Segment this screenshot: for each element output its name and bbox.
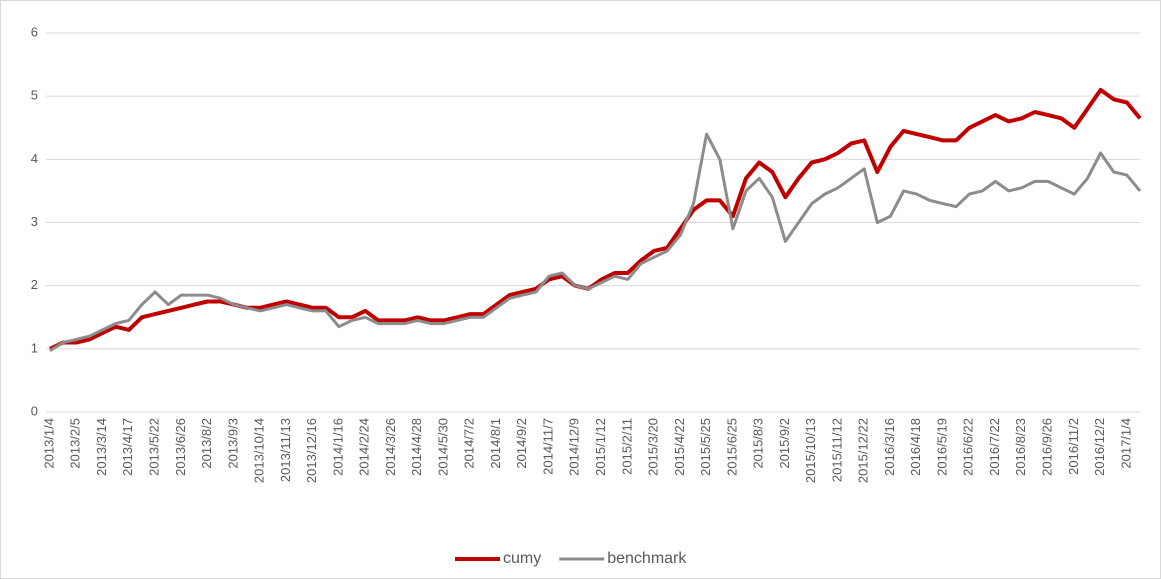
- x-tick-label: 2015/1/12: [593, 418, 608, 476]
- x-tick-label: 2014/1/16: [330, 418, 345, 476]
- x-tick-label: 2017/1/4: [1118, 418, 1133, 469]
- x-tick-label: 2016/6/22: [961, 418, 976, 476]
- x-tick-label: 2016/12/2: [1092, 418, 1107, 476]
- x-tick-label: 2013/8/2: [199, 418, 214, 469]
- y-tick-label: 3: [31, 214, 38, 229]
- x-tick-label: 2016/4/18: [908, 418, 923, 476]
- x-tick-label: 2013/6/26: [173, 418, 188, 476]
- x-tick-label: 2014/3/26: [383, 418, 398, 476]
- x-tick-label: 2015/10/13: [803, 418, 818, 483]
- x-tick-label: 2014/8/1: [488, 418, 503, 469]
- x-tick-label: 2013/2/5: [68, 418, 83, 469]
- x-tick-label: 2016/5/19: [934, 418, 949, 476]
- x-tick-label: 2016/3/16: [882, 418, 897, 476]
- x-tick-label: 2015/5/25: [698, 418, 713, 476]
- x-tick-label: 2014/12/9: [567, 418, 582, 476]
- x-tick-label: 2014/5/30: [435, 418, 450, 476]
- x-tick-label: 2013/5/22: [146, 418, 161, 476]
- legend-label: benchmark: [607, 550, 687, 567]
- y-tick-label: 5: [31, 88, 38, 103]
- x-tick-label: 2013/3/14: [94, 418, 109, 476]
- x-tick-label: 2015/9/2: [777, 418, 792, 469]
- x-tick-label: 2016/7/22: [987, 418, 1002, 476]
- x-tick-label: 2016/11/2: [1066, 418, 1081, 475]
- y-tick-label: 0: [31, 403, 38, 418]
- x-tick-label: 2013/9/3: [225, 418, 240, 469]
- x-tick-label: 2016/9/26: [1040, 418, 1055, 476]
- y-tick-label: 4: [31, 151, 38, 166]
- x-tick-label: 2013/4/17: [120, 418, 135, 476]
- x-tick-label: 2014/2/24: [357, 418, 372, 476]
- x-tick-label: 2013/11/13: [278, 418, 293, 482]
- x-tick-label: 2015/12/22: [856, 418, 871, 483]
- y-tick-label: 2: [31, 277, 38, 292]
- x-tick-label: 2015/8/3: [751, 418, 766, 469]
- x-tick-label: 2013/10/14: [252, 418, 267, 483]
- x-tick-label: 2014/11/7: [540, 418, 555, 475]
- legend-label: cumy: [503, 550, 541, 567]
- y-tick-label: 6: [31, 24, 38, 39]
- x-tick-label: 2015/4/22: [672, 418, 687, 476]
- x-tick-label: 2013/12/16: [304, 418, 319, 483]
- series-line: [49, 132, 1142, 352]
- x-tick-label: 2014/9/2: [514, 418, 529, 469]
- x-tick-label: 2015/2/11: [619, 418, 634, 475]
- x-tick-label: 2015/11/12: [829, 418, 844, 482]
- x-tick-label: 2016/8/23: [1013, 418, 1028, 476]
- y-tick-label: 1: [31, 340, 38, 355]
- x-tick-label: 2014/7/2: [462, 418, 477, 469]
- x-tick-label: 2013/1/4: [41, 418, 56, 469]
- x-tick-label: 2015/6/25: [724, 418, 739, 476]
- x-tick-label: 2014/4/28: [409, 418, 424, 476]
- x-tick-label: 2015/3/20: [646, 418, 661, 476]
